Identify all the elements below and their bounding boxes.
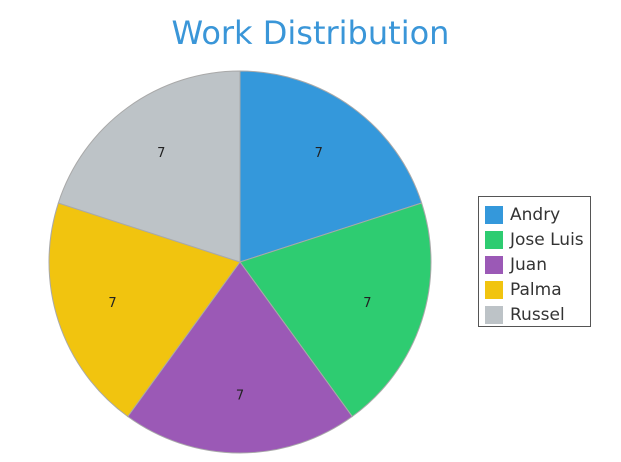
slice-value-label: 7 — [363, 296, 371, 311]
pie-slice-andry — [239, 70, 423, 263]
legend-swatch — [485, 305, 503, 324]
pie-slice-jose-luis — [239, 202, 432, 418]
chart-title: Work Distribution — [171, 14, 450, 52]
legend-item: Palma — [485, 277, 590, 302]
legend-label: Andry — [510, 204, 561, 225]
legend-swatch — [485, 205, 503, 224]
slice-value-label: 7 — [157, 146, 165, 161]
legend-item: Russel — [485, 302, 590, 327]
pie-slice-palma — [48, 202, 241, 418]
legend-item: Juan — [485, 252, 590, 277]
legend-label: Juan — [510, 254, 547, 275]
legend-label: Palma — [510, 279, 562, 300]
slice-value-label: 7 — [236, 389, 244, 404]
legend-item: Jose Luis — [485, 227, 590, 252]
legend-swatch — [485, 255, 503, 274]
pie-slice-russel — [57, 70, 241, 263]
legend-swatch — [485, 230, 503, 249]
slice-value-label: 7 — [315, 146, 323, 161]
legend-label: Russel — [510, 304, 565, 325]
legend-item: Andry — [485, 202, 590, 227]
legend-swatch — [485, 280, 503, 299]
pie-slice-juan — [127, 261, 353, 454]
legend-label: Jose Luis — [510, 229, 584, 250]
slice-value-label: 7 — [108, 296, 116, 311]
chart-legend: Andry Jose Luis Juan Palma Russel — [478, 196, 591, 327]
